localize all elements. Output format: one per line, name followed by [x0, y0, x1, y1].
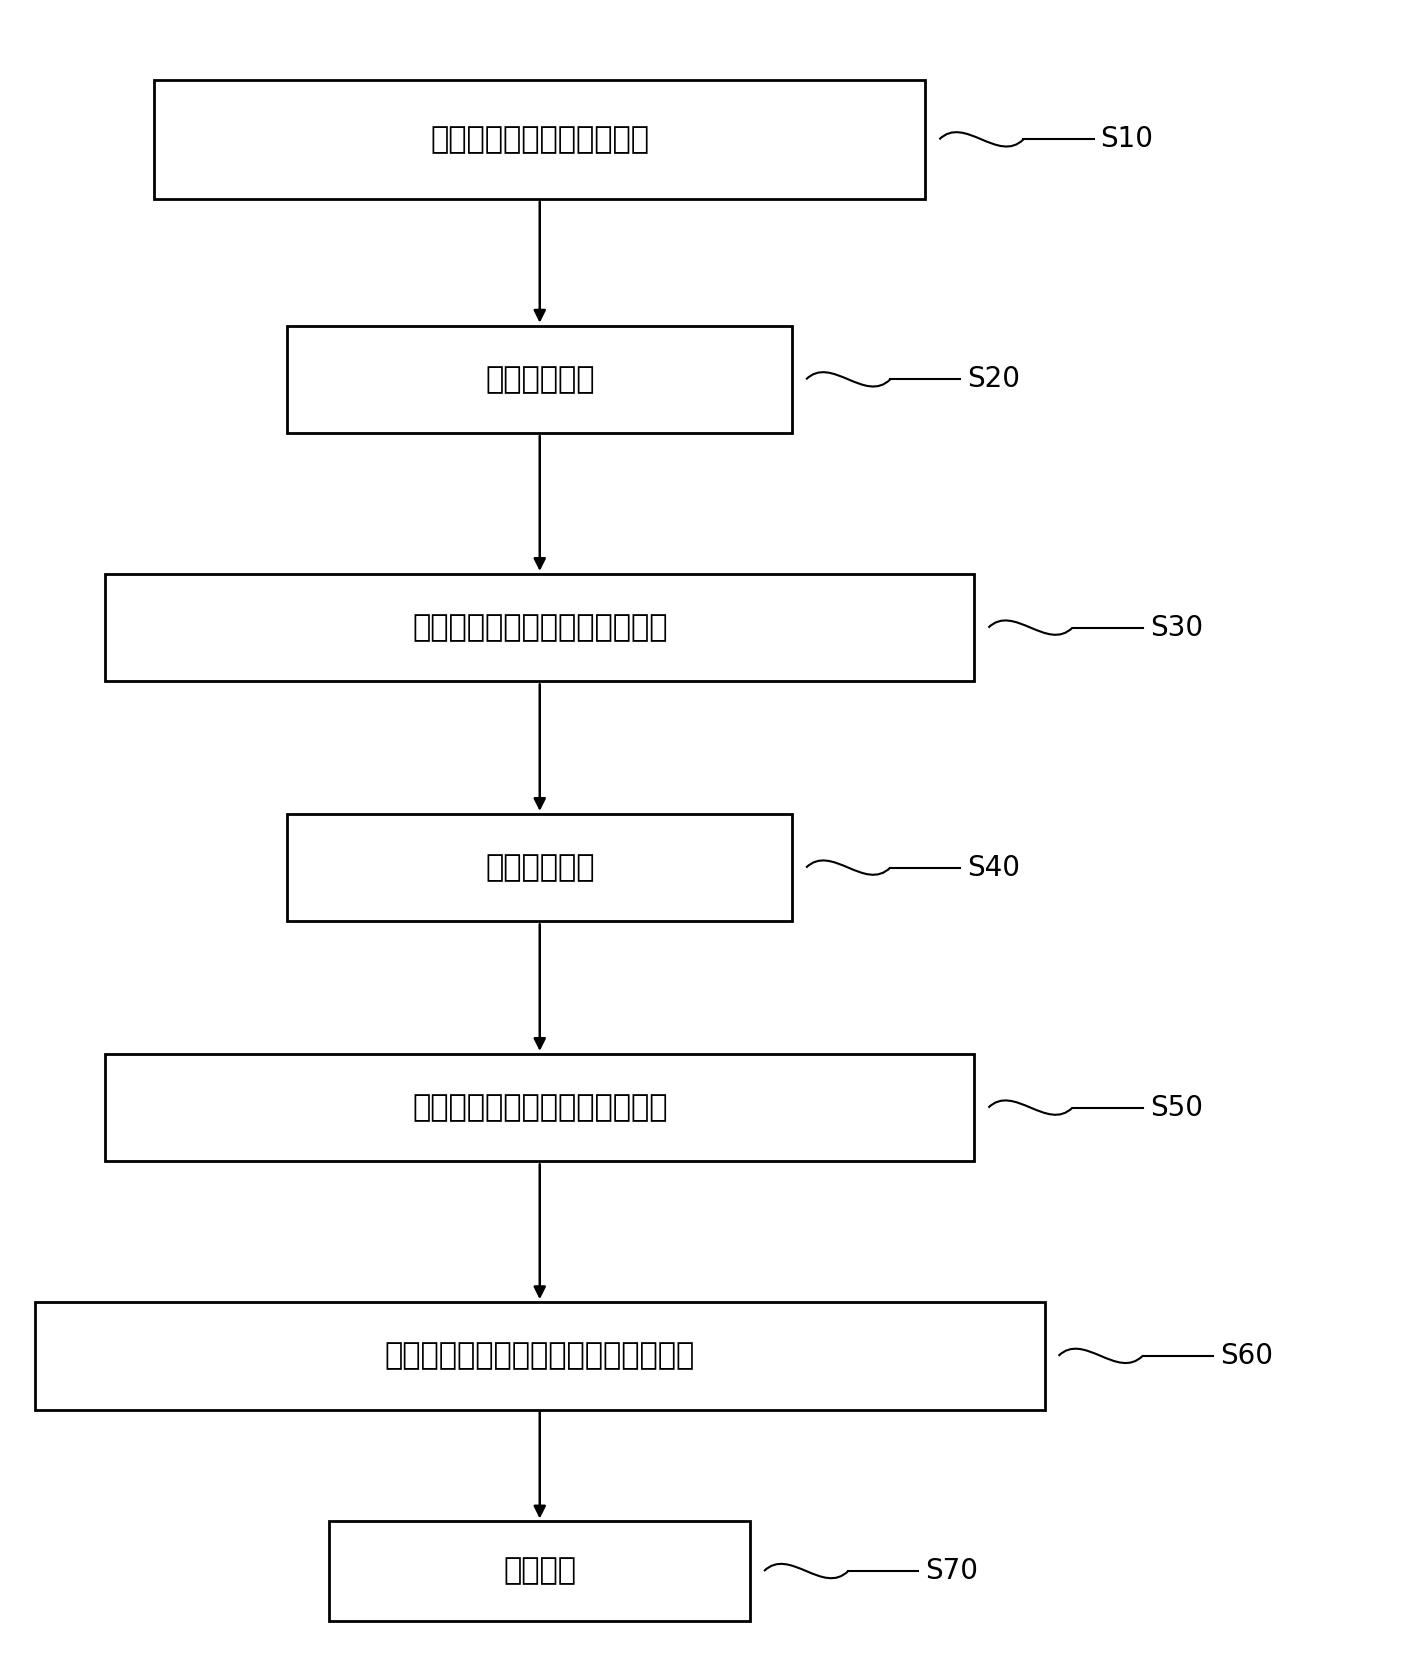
Text: S60: S60	[1219, 1342, 1273, 1370]
Text: 后续制程: 后续制程	[503, 1557, 576, 1586]
Text: 聚合化单体分子层以形成高分子材料层: 聚合化单体分子层以形成高分子材料层	[385, 1342, 695, 1370]
Text: S30: S30	[1150, 614, 1202, 641]
Text: 形成一配向层: 形成一配向层	[486, 366, 595, 394]
FancyBboxPatch shape	[287, 814, 792, 921]
FancyBboxPatch shape	[35, 1302, 1045, 1410]
FancyBboxPatch shape	[105, 1053, 974, 1162]
FancyBboxPatch shape	[105, 574, 974, 681]
Text: S20: S20	[967, 366, 1021, 394]
Text: S40: S40	[967, 853, 1021, 881]
Text: S50: S50	[1150, 1093, 1202, 1122]
Text: 填入一单体分子层于该液晶层上: 填入一单体分子层于该液晶层上	[412, 1093, 667, 1122]
Text: S70: S70	[925, 1557, 978, 1586]
Text: 提供具有第一电极层的基板: 提供具有第一电极层的基板	[430, 125, 650, 154]
Text: 填入一液晶层: 填入一液晶层	[486, 853, 595, 883]
FancyBboxPatch shape	[330, 1522, 750, 1621]
FancyBboxPatch shape	[287, 325, 792, 434]
FancyBboxPatch shape	[154, 80, 925, 199]
Text: 形成一图案化突起结构于基底上: 形成一图案化突起结构于基底上	[412, 613, 667, 643]
Text: S10: S10	[1100, 125, 1154, 154]
